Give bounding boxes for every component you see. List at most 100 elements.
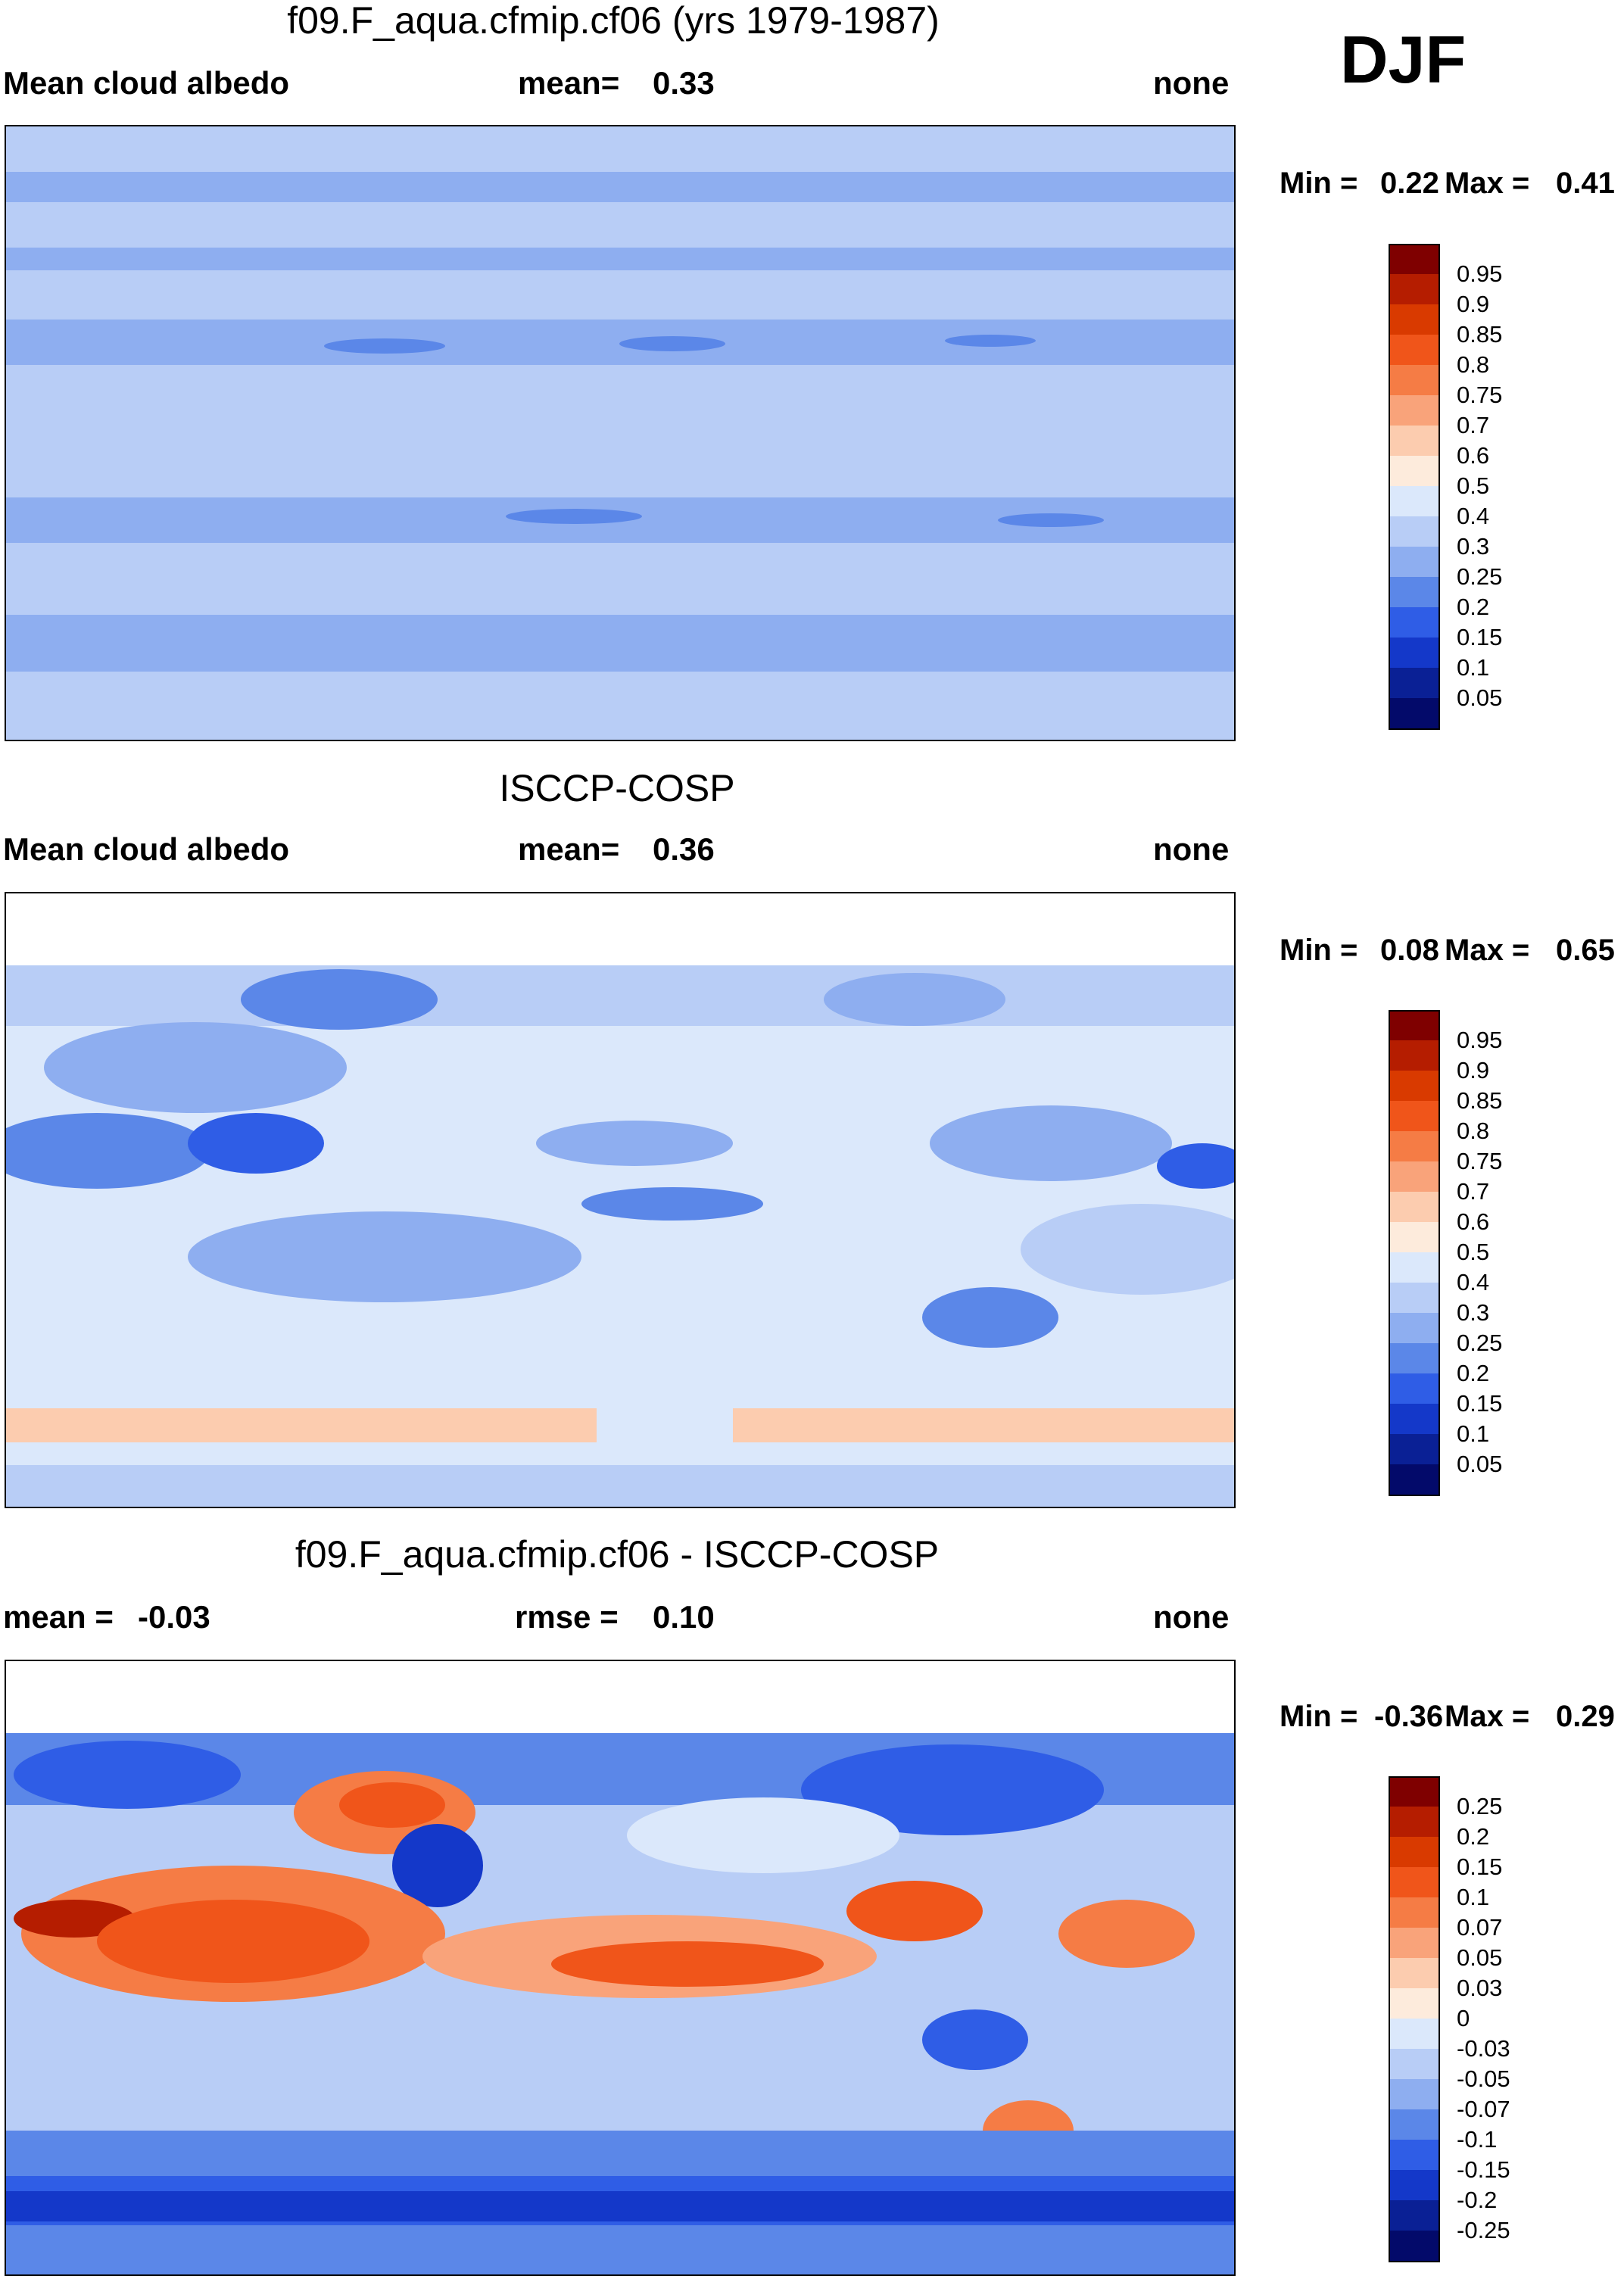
colorbar-swatch <box>1389 426 1440 456</box>
colorbar-swatch <box>1389 1867 1440 1897</box>
colorbar-tick-label: -0.2 <box>1457 2187 1498 2213</box>
colorbar-swatch <box>1389 244 1440 276</box>
colorbar-tick-label: 0.4 <box>1457 1269 1490 1295</box>
colorbar-tick-label: 0.2 <box>1457 1360 1490 1386</box>
colorbar-swatch <box>1389 335 1440 365</box>
colorbar-tick-label: 0.75 <box>1457 1148 1503 1174</box>
colorbar-swatch <box>1389 516 1440 547</box>
colorbar-swatch <box>1389 1897 1440 1928</box>
panel-1-min-value: 0.22 <box>1380 167 1439 200</box>
colorbar-swatch <box>1389 2079 1440 2109</box>
colorbar-tick-label: 0.8 <box>1457 1118 1490 1144</box>
panel-2-variable-label: Mean cloud albedo <box>3 831 290 867</box>
colorbar-swatch <box>1389 1434 1440 1464</box>
colorbar-swatch <box>1389 1131 1440 1161</box>
panel-3-title: f09.F_aqua.cfmip.cf06 - ISCCP-COSP <box>295 1533 940 1576</box>
colorbar-tick-label: 0.1 <box>1457 1884 1490 1910</box>
panel-1-max-label: Max = <box>1445 167 1530 200</box>
panel-3-map-field <box>6 1661 1234 2274</box>
colorbar-tick-label: 0.5 <box>1457 1239 1490 1265</box>
panel-3-max-label: Max = <box>1445 1700 1530 1733</box>
colorbar-swatch <box>1389 1192 1440 1222</box>
colorbar-tick-label: 0.03 <box>1457 1975 1503 2001</box>
colorbar-tick-label: 0.3 <box>1457 533 1490 560</box>
colorbar-swatch <box>1389 698 1440 730</box>
colorbar-swatch <box>1389 395 1440 426</box>
colorbar-swatch <box>1389 456 1440 486</box>
panel-1-map-field <box>6 126 1234 740</box>
panel-3-mean-label: mean = <box>3 1599 114 1635</box>
colorbar-swatch <box>1389 1373 1440 1404</box>
colorbar-swatch <box>1389 1464 1440 1496</box>
colorbar-tick-label: 0.8 <box>1457 351 1490 378</box>
colorbar-tick-label: 0.4 <box>1457 503 1490 529</box>
panel-3-rmse-label: rmse = <box>515 1599 619 1635</box>
colorbar-tick-label: 0.6 <box>1457 442 1490 469</box>
colorbar-tick-label: 0.1 <box>1457 1420 1490 1447</box>
colorbar-tick-label: 0.95 <box>1457 1027 1503 1053</box>
colorbar-tick-label: -0.05 <box>1457 2065 1510 2092</box>
colorbar-swatch <box>1389 2170 1440 2200</box>
colorbar-tick-label: -0.07 <box>1457 2096 1510 2122</box>
colorbar-swatch <box>1389 607 1440 638</box>
colorbar-swatch <box>1389 1071 1440 1101</box>
colorbar-tick-label: 0.1 <box>1457 654 1490 681</box>
panel-1-units-label: none <box>1153 65 1230 101</box>
colorbar-swatch <box>1389 1040 1440 1071</box>
colorbar-tick-label: 0.75 <box>1457 382 1503 408</box>
colorbar-tick-label: -0.1 <box>1457 2126 1498 2153</box>
colorbar-tick-label: 0.7 <box>1457 412 1490 438</box>
colorbar-swatch <box>1389 638 1440 668</box>
panel-1-title: f09.F_aqua.cfmip.cf06 (yrs 1979-1987) <box>287 0 940 42</box>
colorbar-swatch <box>1389 1313 1440 1343</box>
colorbar-swatch <box>1389 1807 1440 1837</box>
colorbar-tick-label: 0.07 <box>1457 1914 1503 1941</box>
colorbar-tick-label: 0.15 <box>1457 1390 1503 1417</box>
panel-1-map <box>5 125 1236 741</box>
colorbar-tick-label: 0.15 <box>1457 1853 1503 1880</box>
panel-3-mean-value: -0.03 <box>138 1599 210 1635</box>
panel-1-min-label: Min = <box>1280 167 1358 200</box>
colorbar-swatch <box>1389 1343 1440 1373</box>
colorbar-swatch <box>1389 2109 1440 2140</box>
colorbar-tick-label: 0.05 <box>1457 684 1503 711</box>
colorbar-swatch <box>1389 486 1440 516</box>
colorbar-tick-label: 0.85 <box>1457 321 1503 348</box>
panel-3-min-value: -0.36 <box>1374 1700 1444 1733</box>
colorbar-tick-label: 0.7 <box>1457 1178 1490 1205</box>
colorbar-tick-label: -0.03 <box>1457 2035 1510 2062</box>
panel-3-max-value: 0.29 <box>1556 1700 1615 1733</box>
colorbar-tick-label: 0.2 <box>1457 594 1490 620</box>
colorbar-tick-label: 0.2 <box>1457 1823 1490 1850</box>
panel-3-map <box>5 1660 1236 2276</box>
panel-1-max-value: 0.41 <box>1556 167 1615 200</box>
colorbar-tick-label: 0.15 <box>1457 624 1503 650</box>
panel-1-mean-label: mean= <box>518 65 620 101</box>
panel-3-units-label: none <box>1153 1599 1230 1635</box>
colorbar-swatch <box>1389 1161 1440 1192</box>
colorbar-swatch <box>1389 1404 1440 1434</box>
colorbar-tick-label: 0.5 <box>1457 472 1490 499</box>
colorbar-swatch <box>1389 1222 1440 1252</box>
colorbar-swatch <box>1389 274 1440 304</box>
panel-2-title: ISCCP-COSP <box>499 767 735 809</box>
season-label: DJF <box>1340 22 1467 97</box>
colorbar-swatch <box>1389 1252 1440 1283</box>
panel-1-mean-value: 0.33 <box>653 65 715 101</box>
colorbar-swatch <box>1389 1837 1440 1867</box>
colorbar-tick-label: 0.25 <box>1457 1330 1503 1356</box>
colorbar-swatch <box>1389 577 1440 607</box>
panel-2-min-value: 0.08 <box>1380 934 1439 967</box>
colorbar-swatch <box>1389 1283 1440 1313</box>
colorbar-swatch <box>1389 2019 1440 2049</box>
colorbar-swatch <box>1389 2049 1440 2079</box>
colorbar-swatch <box>1389 365 1440 395</box>
panel-2-units-label: none <box>1153 831 1230 867</box>
colorbar-tick-label: 0.05 <box>1457 1451 1503 1477</box>
colorbar-tick-label: 0.25 <box>1457 1793 1503 1819</box>
colorbar-swatch <box>1389 1010 1440 1042</box>
colorbar-swatch <box>1389 1928 1440 1958</box>
panel-2-mean-label: mean= <box>518 831 620 867</box>
colorbar-tick-label: 0 <box>1457 2005 1470 2031</box>
panel-1-variable-label: Mean cloud albedo <box>3 65 290 101</box>
